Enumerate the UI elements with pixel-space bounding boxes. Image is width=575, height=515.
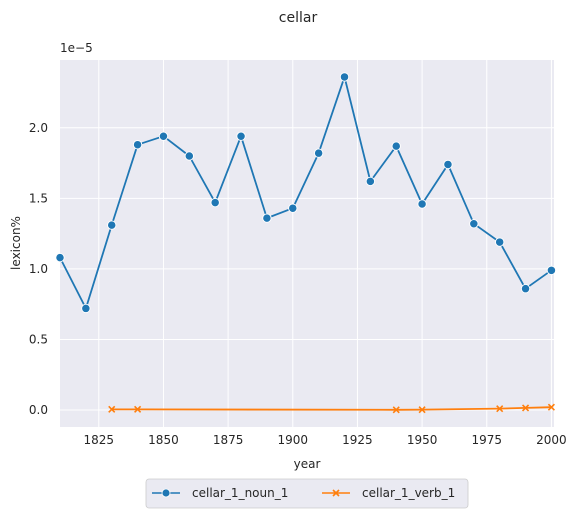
- legend-label-verb: cellar_1_verb_1: [362, 486, 455, 500]
- data-point: [262, 213, 272, 223]
- x-tick-label: 1850: [148, 433, 179, 447]
- data-point: [81, 303, 91, 314]
- x-tick-label: 1950: [407, 433, 438, 447]
- data-point: [158, 131, 169, 141]
- data-point: [132, 140, 143, 150]
- y-axis-label: lexicon%: [9, 216, 23, 270]
- data-point: [288, 203, 298, 213]
- y-tick-label: 0.5: [29, 332, 48, 346]
- data-point: [134, 405, 142, 413]
- data-point: [210, 197, 220, 208]
- data-point: [495, 237, 505, 247]
- series-layer: [55, 72, 557, 414]
- y-scale-label: 1e−5: [60, 41, 93, 55]
- y-tick-label: 1.0: [29, 262, 48, 276]
- y-tick-labels: 0.0 0.5 1.0 1.5 2.0: [29, 121, 48, 417]
- data-point: [546, 265, 557, 275]
- x-tick-label: 1875: [213, 433, 244, 447]
- x-tick-label: 2000: [536, 433, 567, 447]
- data-point: [108, 405, 116, 413]
- x-tick-label: 1900: [278, 433, 309, 447]
- legend-box: [145, 478, 469, 509]
- data-point: [313, 148, 324, 158]
- data-point: [184, 151, 194, 161]
- x-tick-label: 1975: [471, 433, 502, 447]
- data-point: [496, 405, 504, 413]
- data-point: [55, 252, 65, 263]
- data-point: [520, 284, 531, 294]
- data-point: [391, 141, 401, 151]
- plot-area: [60, 60, 554, 427]
- legend-label-noun: cellar_1_noun_1: [192, 486, 288, 500]
- legend-marker-noun: [161, 488, 171, 498]
- data-point: [392, 406, 400, 414]
- data-point: [521, 404, 530, 412]
- data-point: [339, 72, 350, 82]
- legend: cellar_1_noun_1 cellar_1_verb_1: [145, 478, 469, 509]
- data-point: [443, 159, 453, 170]
- x-tick-label: 1925: [342, 433, 373, 447]
- chart-title: cellar: [279, 10, 318, 26]
- data-point: [417, 199, 427, 209]
- grid: [60, 60, 554, 427]
- data-point: [469, 219, 479, 229]
- data-point: [107, 220, 117, 230]
- data-point: [365, 176, 376, 187]
- y-tick-label: 0.0: [29, 403, 48, 417]
- data-point: [236, 131, 246, 141]
- x-tick-labels: 1825 1850 1875 1900 1925 1950 1975 2000: [84, 433, 567, 447]
- data-point: [418, 406, 426, 414]
- data-point: [547, 403, 555, 411]
- x-tick-label: 1825: [84, 433, 115, 447]
- legend-marker-verb: [332, 489, 340, 497]
- y-tick-label: 1.5: [29, 191, 48, 205]
- x-axis-label: year: [294, 457, 321, 471]
- y-tick-label: 2.0: [29, 121, 48, 135]
